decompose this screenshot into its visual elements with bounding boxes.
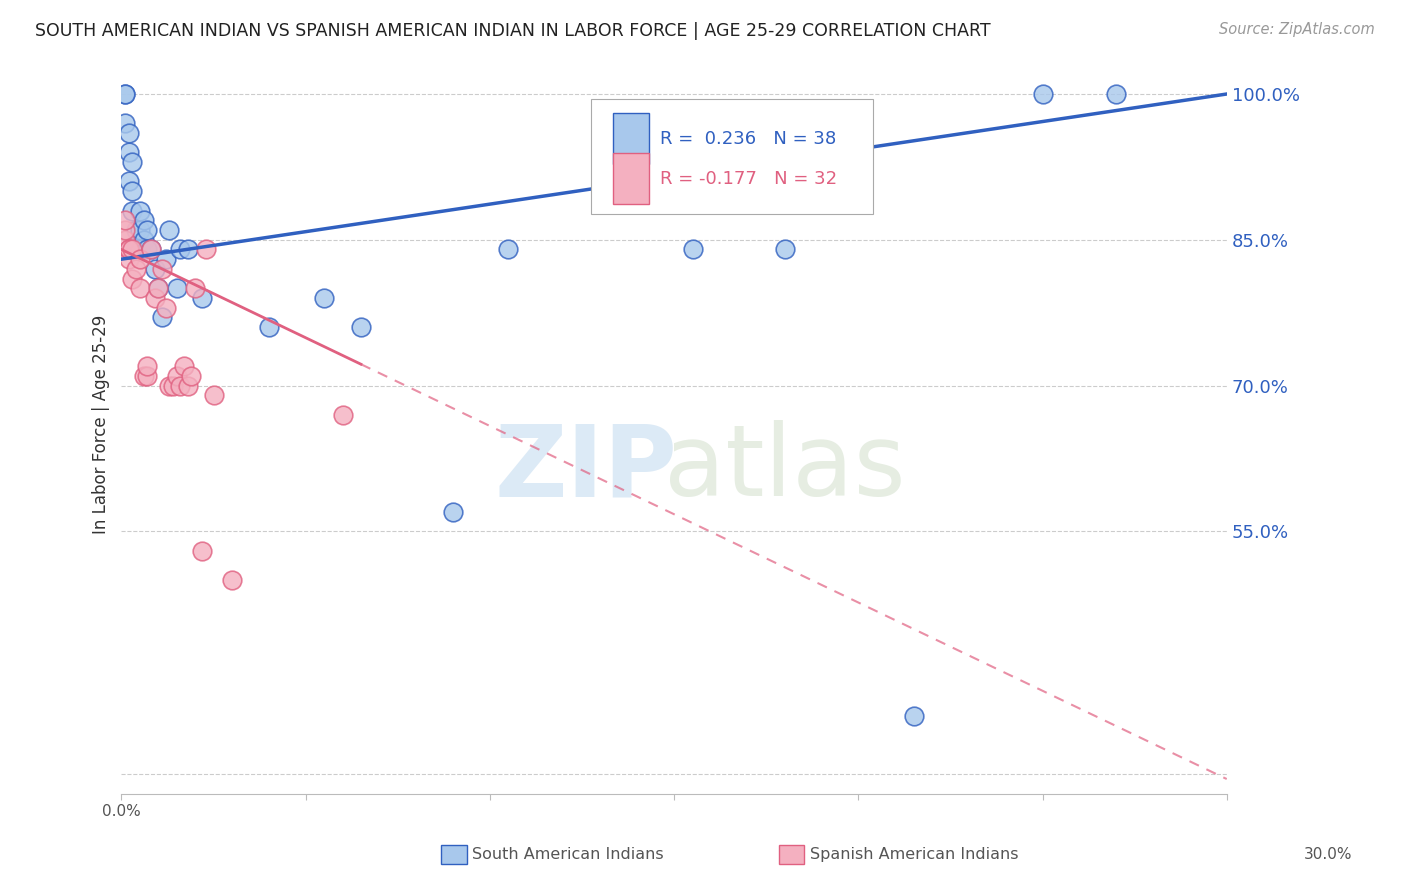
- Text: 30.0%: 30.0%: [1305, 847, 1353, 862]
- Point: [136, 223, 159, 237]
- Point: [114, 213, 136, 227]
- Point: [169, 243, 191, 257]
- Text: atlas: atlas: [664, 420, 905, 517]
- Point: [150, 310, 173, 325]
- Text: Source: ZipAtlas.com: Source: ZipAtlas.com: [1219, 22, 1375, 37]
- Point: [177, 378, 200, 392]
- Point: [136, 368, 159, 383]
- Point: [121, 203, 143, 218]
- Point: [125, 223, 148, 237]
- Point: [498, 243, 520, 257]
- Point: [121, 243, 143, 257]
- Point: [682, 243, 704, 257]
- Point: [118, 252, 141, 267]
- Point: [903, 709, 925, 723]
- Text: SOUTH AMERICAN INDIAN VS SPANISH AMERICAN INDIAN IN LABOR FORCE | AGE 25-29 CORR: SOUTH AMERICAN INDIAN VS SPANISH AMERICA…: [35, 22, 991, 40]
- Point: [257, 320, 280, 334]
- Point: [128, 203, 150, 218]
- Point: [114, 87, 136, 101]
- Point: [132, 233, 155, 247]
- Point: [132, 213, 155, 227]
- Point: [166, 368, 188, 383]
- Text: South American Indians: South American Indians: [472, 847, 664, 862]
- Point: [184, 281, 207, 295]
- Point: [148, 281, 170, 295]
- Point: [128, 281, 150, 295]
- Point: [773, 243, 796, 257]
- Point: [121, 155, 143, 169]
- Point: [139, 243, 162, 257]
- Point: [125, 261, 148, 276]
- Point: [332, 408, 354, 422]
- Point: [114, 116, 136, 130]
- FancyBboxPatch shape: [591, 99, 873, 214]
- Point: [136, 359, 159, 373]
- Point: [202, 388, 225, 402]
- Point: [148, 281, 170, 295]
- Point: [162, 378, 184, 392]
- Point: [157, 378, 180, 392]
- Point: [221, 573, 243, 587]
- Point: [441, 505, 464, 519]
- Point: [114, 87, 136, 101]
- Point: [143, 291, 166, 305]
- Point: [191, 291, 214, 305]
- Text: ZIP: ZIP: [495, 420, 678, 517]
- Point: [166, 281, 188, 295]
- Point: [1031, 87, 1053, 101]
- Point: [195, 243, 218, 257]
- Point: [150, 261, 173, 276]
- Point: [143, 261, 166, 276]
- Point: [312, 291, 335, 305]
- Point: [114, 223, 136, 237]
- Point: [121, 271, 143, 285]
- Point: [121, 184, 143, 198]
- Point: [125, 243, 148, 257]
- Point: [132, 368, 155, 383]
- Point: [191, 543, 214, 558]
- Point: [177, 243, 200, 257]
- Point: [173, 359, 195, 373]
- Point: [128, 223, 150, 237]
- Point: [118, 126, 141, 140]
- Text: R =  0.236   N = 38: R = 0.236 N = 38: [659, 129, 837, 148]
- Point: [114, 233, 136, 247]
- Text: Spanish American Indians: Spanish American Indians: [810, 847, 1018, 862]
- Point: [118, 174, 141, 188]
- Point: [1105, 87, 1128, 101]
- Point: [157, 223, 180, 237]
- Point: [128, 252, 150, 267]
- Point: [128, 243, 150, 257]
- Point: [139, 243, 162, 257]
- FancyBboxPatch shape: [613, 153, 648, 204]
- Point: [118, 243, 141, 257]
- Point: [180, 368, 202, 383]
- Y-axis label: In Labor Force | Age 25-29: In Labor Force | Age 25-29: [93, 315, 110, 534]
- Point: [155, 301, 177, 315]
- Point: [136, 243, 159, 257]
- Point: [169, 378, 191, 392]
- Point: [350, 320, 373, 334]
- Point: [155, 252, 177, 267]
- FancyBboxPatch shape: [613, 113, 648, 164]
- Point: [118, 243, 141, 257]
- Text: R = -0.177   N = 32: R = -0.177 N = 32: [659, 169, 837, 187]
- Point: [118, 145, 141, 160]
